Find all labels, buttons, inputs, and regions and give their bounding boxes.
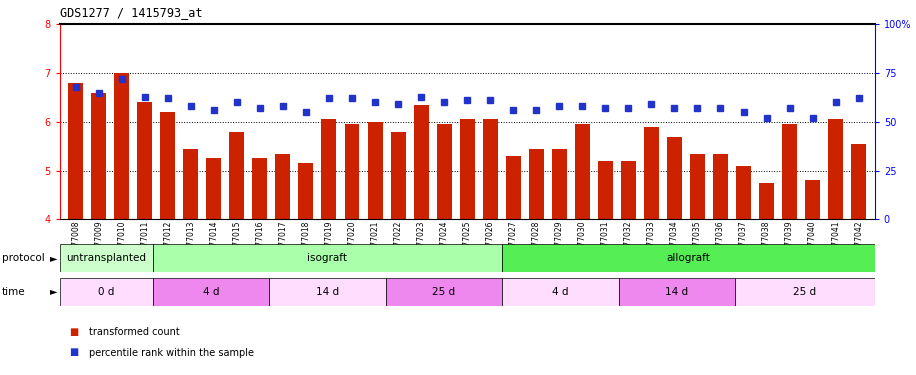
Text: 0 d: 0 d	[98, 286, 114, 297]
Bar	[153, 244, 502, 272]
Text: 25 d: 25 d	[432, 286, 455, 297]
Bar	[736, 166, 751, 219]
Text: GSM77041: GSM77041	[831, 220, 840, 262]
Text: GSM77037: GSM77037	[739, 220, 748, 262]
Text: 14 d: 14 d	[665, 286, 688, 297]
Text: GSM77019: GSM77019	[324, 220, 333, 262]
Text: GSM77039: GSM77039	[785, 220, 794, 262]
Text: GSM77035: GSM77035	[692, 220, 702, 262]
Bar	[502, 278, 618, 306]
Text: GSM77034: GSM77034	[670, 220, 679, 262]
Text: GSM77009: GSM77009	[94, 220, 104, 262]
Bar	[276, 154, 290, 219]
Text: GSM77020: GSM77020	[347, 220, 356, 262]
Bar	[253, 158, 267, 219]
Bar	[153, 278, 269, 306]
Bar	[483, 119, 497, 219]
Bar	[60, 278, 153, 306]
Text: GSM77030: GSM77030	[578, 220, 587, 262]
Bar	[414, 105, 429, 219]
Text: GDS1277 / 1415793_at: GDS1277 / 1415793_at	[60, 6, 202, 19]
Text: GSM77033: GSM77033	[647, 220, 656, 262]
Text: 14 d: 14 d	[316, 286, 339, 297]
Bar	[618, 278, 735, 306]
Bar	[437, 124, 452, 219]
Bar	[137, 102, 152, 219]
Text: GSM77038: GSM77038	[762, 220, 771, 262]
Text: percentile rank within the sample: percentile rank within the sample	[89, 348, 254, 357]
Text: time: time	[2, 286, 26, 297]
Text: GSM77021: GSM77021	[371, 220, 379, 262]
Bar	[690, 154, 705, 219]
Bar	[92, 93, 106, 219]
Bar	[759, 183, 774, 219]
Text: GSM77040: GSM77040	[808, 220, 817, 262]
Bar	[367, 122, 383, 219]
Text: GSM77010: GSM77010	[117, 220, 126, 262]
Text: GSM77016: GSM77016	[256, 220, 265, 262]
Text: 4 d: 4 d	[202, 286, 219, 297]
Bar	[183, 149, 198, 219]
Text: GSM77017: GSM77017	[278, 220, 288, 262]
Text: GSM77025: GSM77025	[463, 220, 472, 262]
Text: ■: ■	[69, 327, 78, 337]
Bar	[621, 161, 636, 219]
Bar	[60, 244, 153, 272]
Text: GSM77028: GSM77028	[532, 220, 540, 262]
Text: GSM77013: GSM77013	[186, 220, 195, 262]
Text: GSM77027: GSM77027	[508, 220, 518, 262]
Bar	[529, 149, 544, 219]
Bar	[735, 278, 875, 306]
Bar	[828, 119, 843, 219]
Bar	[551, 149, 567, 219]
Bar	[114, 73, 129, 219]
Bar	[851, 144, 867, 219]
Bar	[667, 136, 682, 219]
Text: GSM77008: GSM77008	[71, 220, 81, 262]
Text: GSM77036: GSM77036	[716, 220, 725, 262]
Text: GSM77031: GSM77031	[601, 220, 610, 262]
Text: GSM77024: GSM77024	[440, 220, 449, 262]
Bar	[460, 119, 474, 219]
Text: GSM77011: GSM77011	[140, 220, 149, 262]
Bar	[206, 158, 222, 219]
Bar	[68, 83, 83, 219]
Text: GSM77029: GSM77029	[555, 220, 563, 262]
Bar	[782, 124, 797, 219]
Text: GSM77012: GSM77012	[163, 220, 172, 262]
Text: untransplanted: untransplanted	[66, 253, 147, 263]
Bar	[506, 156, 520, 219]
Bar	[229, 132, 245, 219]
Text: protocol: protocol	[2, 253, 45, 263]
Text: GSM77042: GSM77042	[854, 220, 863, 262]
Text: 4 d: 4 d	[552, 286, 569, 297]
Bar	[344, 124, 359, 219]
Bar	[322, 119, 336, 219]
Text: 25 d: 25 d	[793, 286, 816, 297]
Bar	[575, 124, 590, 219]
Bar	[386, 278, 502, 306]
Bar	[299, 164, 313, 219]
Bar	[644, 127, 659, 219]
Text: GSM77023: GSM77023	[417, 220, 426, 262]
Text: GSM77018: GSM77018	[301, 220, 311, 262]
Text: GSM77015: GSM77015	[233, 220, 242, 262]
Text: GSM77014: GSM77014	[210, 220, 218, 262]
Bar	[713, 154, 728, 219]
Bar	[269, 278, 386, 306]
Text: GSM77022: GSM77022	[394, 220, 402, 262]
Text: GSM77032: GSM77032	[624, 220, 633, 262]
Bar	[805, 180, 820, 219]
Bar	[598, 161, 613, 219]
Bar	[502, 244, 875, 272]
Text: ■: ■	[69, 348, 78, 357]
Text: GSM77026: GSM77026	[485, 220, 495, 262]
Text: isograft: isograft	[308, 253, 347, 263]
Bar	[160, 112, 175, 219]
Text: ►: ►	[50, 286, 58, 297]
Text: ►: ►	[50, 253, 58, 263]
Text: allograft: allograft	[667, 253, 711, 263]
Text: transformed count: transformed count	[89, 327, 180, 337]
Bar	[390, 132, 406, 219]
